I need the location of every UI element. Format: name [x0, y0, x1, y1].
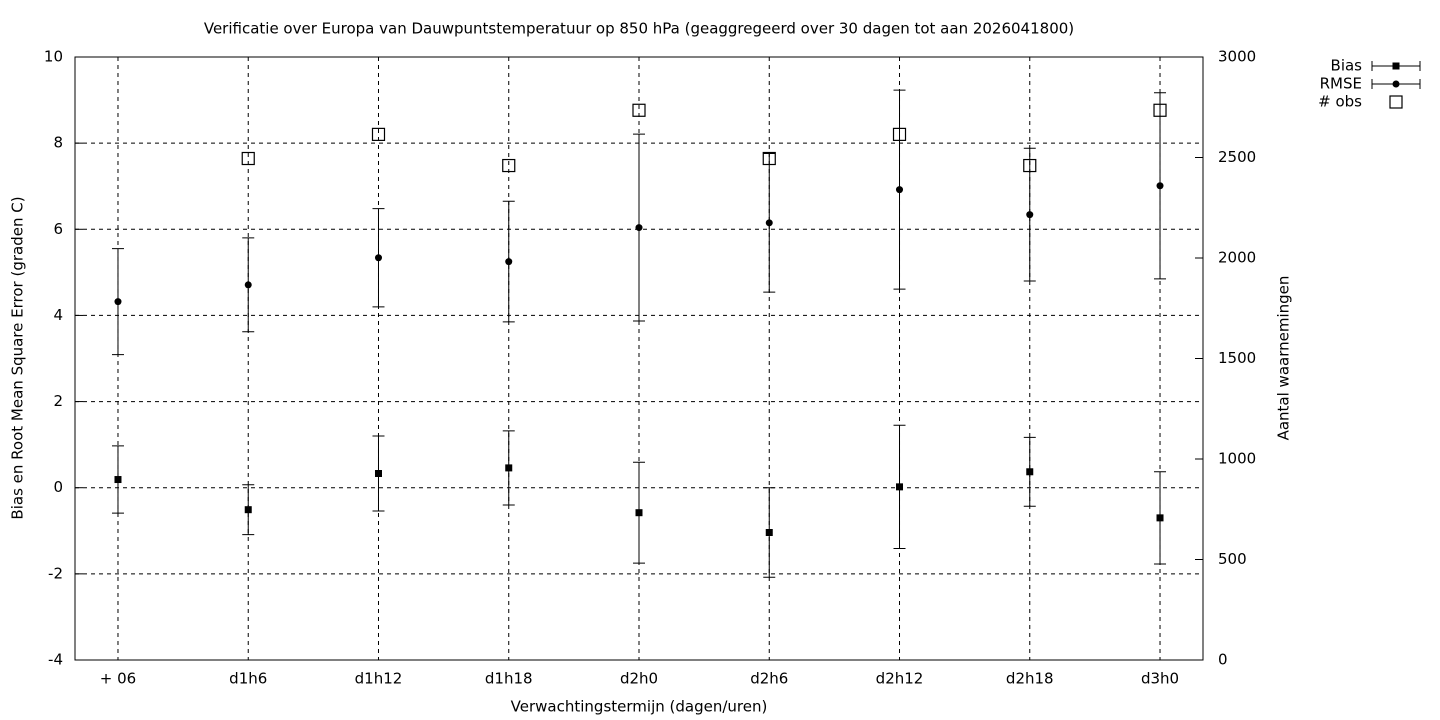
plot-frame: [74, 56, 1204, 661]
y2-tick-label: 1000: [1218, 450, 1256, 468]
y-tick-label: 6: [53, 220, 63, 238]
legend-marker: [1389, 95, 1403, 109]
chart-title: Verificatie over Europa van Dauwpuntstem…: [204, 20, 1074, 38]
y-axis-label: Bias en Root Mean Square Error (graden C…: [9, 196, 27, 519]
legend-marker: [1392, 62, 1400, 70]
legend-label: Bias: [1331, 57, 1363, 75]
marker: [244, 506, 252, 514]
marker: [1156, 514, 1164, 522]
marker: [765, 219, 773, 227]
y2-tick-label: 500: [1218, 550, 1247, 568]
marker: [114, 476, 122, 484]
y-tick-label: 10: [44, 48, 63, 66]
marker: [371, 127, 386, 141]
x-tick-label: d2h18: [1006, 670, 1054, 688]
x-tick-label: d2h12: [876, 670, 924, 688]
marker: [1026, 211, 1034, 219]
marker: [374, 254, 382, 262]
y2-tick-label: 3000: [1218, 48, 1256, 66]
x-tick-label: d2h6: [750, 670, 788, 688]
y-tick-label: 4: [53, 306, 63, 324]
x-axis-label: Verwachtingstermijn (dagen/uren): [511, 698, 768, 716]
marker: [632, 103, 646, 117]
y-tick-label: 2: [53, 392, 63, 410]
x-tick-label: d2h0: [620, 670, 658, 688]
legend-marker: [1392, 80, 1400, 88]
x-tick-label: d1h6: [229, 670, 267, 688]
y2-tick-label: 2500: [1218, 148, 1256, 166]
y-tick-label: -2: [48, 564, 63, 582]
marker: [892, 127, 907, 141]
y2-axis-label: Aantal waarnemingen: [1275, 276, 1293, 441]
marker: [1156, 182, 1164, 190]
x-tick-label: + 06: [100, 670, 136, 688]
legend-label: RMSE: [1320, 75, 1362, 93]
x-tick-label: d3h0: [1141, 670, 1179, 688]
marker: [635, 224, 643, 232]
y2-tick-label: 2000: [1218, 249, 1256, 267]
marker: [241, 151, 255, 166]
marker: [114, 298, 122, 306]
marker: [765, 529, 773, 537]
marker: [762, 151, 776, 166]
marker: [502, 158, 516, 173]
y-tick-label: 0: [53, 478, 63, 496]
marker: [635, 509, 643, 517]
legend-label: # obs: [1318, 93, 1362, 111]
y-tick-label: 8: [53, 134, 63, 152]
marker: [1026, 468, 1034, 476]
marker: [374, 470, 382, 478]
marker: [1153, 103, 1167, 117]
marker: [896, 186, 904, 194]
marker: [1023, 158, 1037, 173]
marker: [896, 483, 904, 491]
x-tick-label: d1h12: [355, 670, 403, 688]
marker: [505, 464, 513, 472]
y2-tick-label: 1500: [1218, 349, 1256, 367]
marker: [244, 281, 252, 289]
y2-tick-label: 0: [1218, 651, 1228, 669]
marker: [505, 258, 513, 266]
y-tick-label: -4: [48, 651, 63, 669]
x-tick-label: d1h18: [485, 670, 533, 688]
